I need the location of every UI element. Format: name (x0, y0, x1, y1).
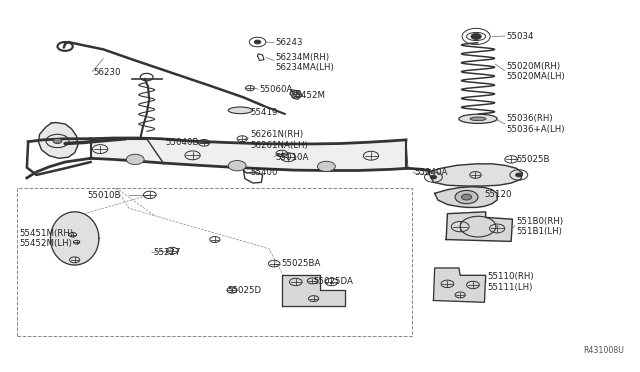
Ellipse shape (459, 114, 497, 124)
Text: 55040A: 55040A (414, 168, 448, 177)
Text: 55452M: 55452M (290, 91, 325, 100)
Circle shape (53, 138, 62, 144)
Polygon shape (446, 212, 513, 241)
Text: 55025B: 55025B (516, 155, 550, 164)
Text: 55110(RH)
55111(LH): 55110(RH) 55111(LH) (487, 272, 534, 292)
Circle shape (461, 194, 472, 200)
Text: 55020M(RH)
55020MA(LH): 55020M(RH) 55020MA(LH) (506, 62, 565, 81)
Polygon shape (290, 90, 302, 99)
Circle shape (317, 161, 335, 171)
Text: R431008U: R431008U (584, 346, 625, 355)
Polygon shape (51, 212, 99, 265)
Polygon shape (38, 122, 78, 158)
Text: 55040B: 55040B (165, 138, 199, 147)
Circle shape (126, 154, 144, 164)
Text: 55010B: 55010B (88, 191, 121, 200)
Text: 56230: 56230 (94, 68, 122, 77)
Polygon shape (91, 138, 408, 170)
Text: 55451M(RH)
55452M(LH): 55451M(RH) 55452M(LH) (19, 229, 74, 248)
Text: 55419: 55419 (250, 108, 277, 117)
Circle shape (430, 175, 436, 179)
Polygon shape (433, 268, 486, 302)
Text: 55010A: 55010A (275, 153, 308, 162)
Circle shape (516, 173, 522, 177)
Text: 55060A: 55060A (259, 85, 293, 94)
Text: 55227: 55227 (153, 248, 180, 257)
Text: 55025BA: 55025BA (282, 259, 321, 268)
Circle shape (254, 40, 260, 44)
Text: 551B0(RH)
551B1(LH): 551B0(RH) 551B1(LH) (516, 217, 563, 236)
Text: 55025D: 55025D (228, 286, 262, 295)
Text: 56261N(RH)
56261NA(LH): 56261N(RH) 56261NA(LH) (250, 130, 308, 150)
Circle shape (455, 190, 478, 204)
Text: 55120: 55120 (484, 190, 512, 199)
Text: 55400: 55400 (250, 168, 277, 177)
Text: 55034: 55034 (506, 32, 534, 41)
Circle shape (471, 33, 481, 39)
Text: 56234M(RH)
56234MA(LH): 56234M(RH) 56234MA(LH) (275, 52, 334, 72)
Circle shape (228, 161, 246, 171)
Ellipse shape (228, 107, 252, 113)
Ellipse shape (470, 117, 486, 121)
Polygon shape (428, 164, 523, 186)
Bar (17, 188, 412, 336)
Polygon shape (282, 275, 346, 306)
Text: 56243: 56243 (275, 38, 303, 47)
Polygon shape (435, 187, 497, 208)
Text: 55025DA: 55025DA (314, 277, 353, 286)
Text: 55036(RH)
55036+A(LH): 55036(RH) 55036+A(LH) (506, 114, 564, 134)
